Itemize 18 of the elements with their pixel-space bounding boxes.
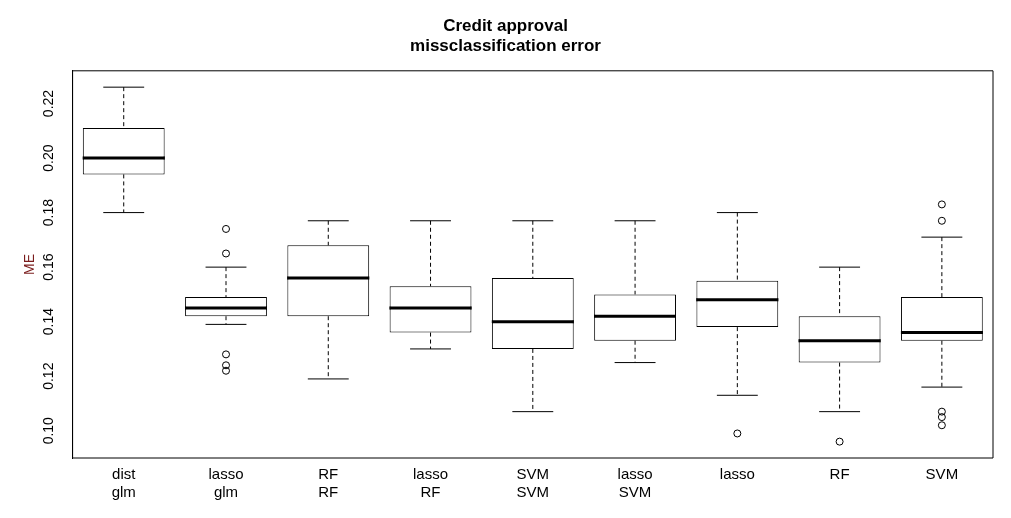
y-tick-label: 0.14 [39, 307, 56, 336]
x-tick-label: RF [829, 465, 850, 483]
chart-title: Credit approval missclassification error [410, 15, 602, 56]
x-tick-label: lasso [719, 465, 755, 483]
y-axis-title: ME [21, 253, 38, 275]
x-tick-label: SVM SVM [516, 465, 550, 501]
x-tick-label: dist glm [111, 465, 137, 501]
x-tick-label: lasso SVM [617, 465, 653, 501]
y-tick-label: 0.22 [39, 89, 56, 118]
x-tick-label: SVM [925, 465, 959, 483]
x-tick-label: RF RF [318, 465, 339, 501]
y-tick-label: 0.16 [39, 253, 56, 281]
y-tick-label: 0.20 [39, 144, 56, 172]
x-tick-label: lasso glm [208, 465, 244, 501]
y-tick-label: 0.10 [39, 416, 56, 445]
y-tick-label: 0.12 [39, 362, 56, 390]
x-tick-label: lasso RF [413, 465, 449, 501]
y-tick-label: 0.18 [39, 198, 56, 227]
